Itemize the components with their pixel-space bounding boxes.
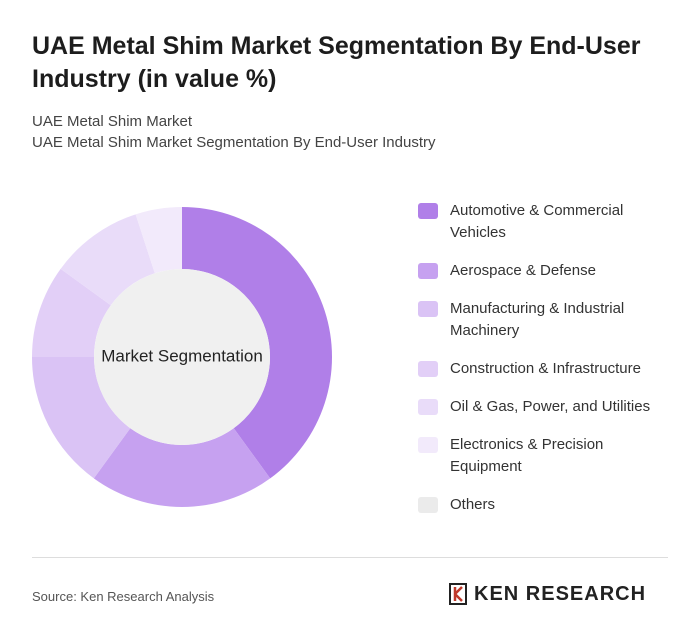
legend-item: Manufacturing & Industrial Machinery <box>418 298 678 342</box>
legend-swatch <box>418 361 438 377</box>
donut-segment <box>182 207 332 479</box>
legend-label: Manufacturing & Industrial Machinery <box>450 300 625 339</box>
legend-label: Oil & Gas, Power, and Utilities <box>450 398 651 415</box>
divider <box>32 557 668 558</box>
legend-item: Construction & Infrastructure <box>418 358 678 380</box>
donut-segment <box>32 357 131 479</box>
subtitle: UAE Metal Shim Market <box>32 113 193 130</box>
legend: Automotive & Commercial Vehicles Aerospac… <box>418 200 678 532</box>
donut-segment <box>93 428 271 508</box>
legend-label: Aerospace & Defense <box>450 262 596 279</box>
legend-swatch <box>418 437 438 453</box>
legend-label: Electronics & Precision Equipment <box>450 436 604 475</box>
legend-swatch <box>418 497 438 513</box>
legend-swatch <box>418 263 438 279</box>
legend-item: Others <box>418 494 678 516</box>
donut-segment <box>32 268 111 357</box>
logo-icon <box>449 583 467 605</box>
legend-label: Automotive & Commercial Vehicles <box>450 202 624 241</box>
legend-item: Electronics & Precision Equipment <box>418 434 678 478</box>
legend-item: Aerospace & Defense <box>418 260 678 282</box>
legend-swatch <box>418 203 438 219</box>
donut-chart: Market Segmentation <box>32 207 332 508</box>
legend-swatch <box>418 301 438 317</box>
legend-item: Oil & Gas, Power, and Utilities <box>418 396 678 418</box>
center-label: Market Segmentation <box>101 346 263 365</box>
donut-center <box>94 269 270 445</box>
legend-label: Others <box>450 496 496 513</box>
legend-item: Automotive & Commercial Vehicles <box>418 200 678 244</box>
legend-label: Construction & Infrastructure <box>450 360 641 377</box>
legend-swatch <box>418 399 438 415</box>
brand-name: KEN RESEARCH <box>474 582 647 605</box>
brand-logo: KEN RESEARCH <box>448 582 646 606</box>
source: Source: Ken Research Analysis <box>32 589 215 604</box>
subtitle: UAE Metal Shim Market Segmentation By En… <box>32 134 436 151</box>
donut-segment <box>135 207 182 274</box>
donut-segment <box>60 214 155 306</box>
chart-title: UAE Metal Shim Market Segmentation By En… <box>32 32 641 93</box>
